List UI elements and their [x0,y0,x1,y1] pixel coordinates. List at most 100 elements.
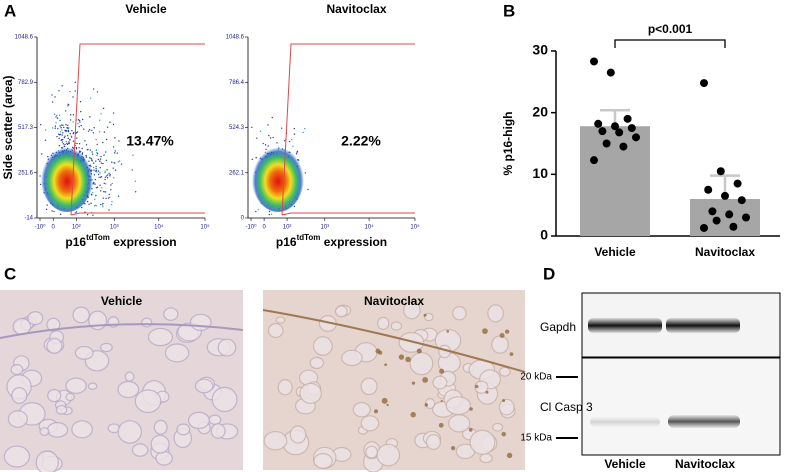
event-dot [114,162,116,164]
event-dot [91,153,94,155]
event-dot [91,129,93,132]
event-dot [264,144,267,146]
event-dot [63,126,65,129]
event-dot [51,94,53,96]
cell [313,453,333,469]
cell [74,345,94,360]
event-dot [58,90,60,92]
marker-label: 15 kDa [520,433,552,444]
event-dot [103,182,105,184]
cell [277,379,293,396]
event-dot [112,146,115,148]
event-dot [56,117,59,119]
cell [100,342,113,353]
event-dot [68,104,70,106]
event-dot [72,140,75,142]
event-dot [104,170,106,172]
event-dot [83,128,85,130]
event-dot [57,127,59,130]
cell [352,401,371,418]
event-dot [106,126,109,128]
event-dot [102,107,105,110]
event-dot [101,204,104,206]
event-dot [78,143,81,145]
data-point [590,57,598,66]
event-dot [67,124,69,127]
event-dot [65,110,67,112]
x-tick-label: 10⁵ [410,224,420,231]
event-dot [94,198,96,201]
cell [211,386,238,413]
data-point [742,213,750,222]
event-dot [302,131,304,134]
event-dot [96,143,98,146]
plot-title: Navitoclax [326,2,386,16]
event-dot [103,131,106,133]
event-dot [105,138,108,141]
blot-box [581,357,781,456]
cell [498,398,515,416]
event-dot [58,114,61,117]
stain [485,390,489,394]
event-dot [79,101,82,103]
gate-percentage: 2.22% [341,133,381,149]
event-dot [93,174,96,176]
event-dot [65,141,67,143]
event-dot [86,149,89,151]
panel-label: B [503,1,515,20]
event-dot [269,137,272,139]
cell [72,306,90,324]
stain [381,397,388,404]
event-dot [60,139,62,142]
event-dot [293,127,296,130]
event-dot [54,96,56,98]
event-dot [75,131,78,134]
gate [70,212,205,216]
data-point [716,167,725,176]
event-dot [257,209,259,211]
event-dot [67,129,70,132]
histology-panel: Vehicle Navitoclax [0,290,526,472]
event-dot [110,184,112,186]
cell [164,343,190,363]
event-dot [104,171,106,174]
event-dot [44,139,47,141]
event-dot [95,170,97,172]
event-dot [280,127,283,129]
event-dot [271,116,273,119]
event-dot [61,134,63,136]
event-dot [88,203,90,206]
stain [422,376,429,383]
cell [65,392,75,402]
y-tick-label: 251.6 [18,170,34,176]
event-dot [71,130,73,132]
cell [289,425,307,444]
event-dot [105,151,107,153]
x-tick-label: -10⁰ [245,224,257,231]
stain [398,354,405,360]
event-dot [108,196,111,199]
event-dot [59,131,62,133]
event-dot [108,193,110,196]
event-dot [72,121,74,123]
event-dot [120,163,123,165]
cell [35,450,59,472]
x-tick-label: 10³ [110,225,119,231]
cell [409,351,434,376]
event-dot [69,90,71,93]
stain [373,409,379,414]
data-point [602,139,611,148]
event-dot [81,206,83,209]
y-tick-label: 0 [540,227,548,243]
x-axis-label: p16tdTom expression [276,233,387,249]
cell [87,382,98,390]
event-dot [99,160,101,162]
event-dot [59,125,61,127]
event-dot [110,189,112,191]
event-dot [78,119,81,122]
stain [499,333,505,338]
cell [187,411,210,430]
event-dot [251,126,253,128]
cell [491,335,509,354]
stain [474,384,479,389]
